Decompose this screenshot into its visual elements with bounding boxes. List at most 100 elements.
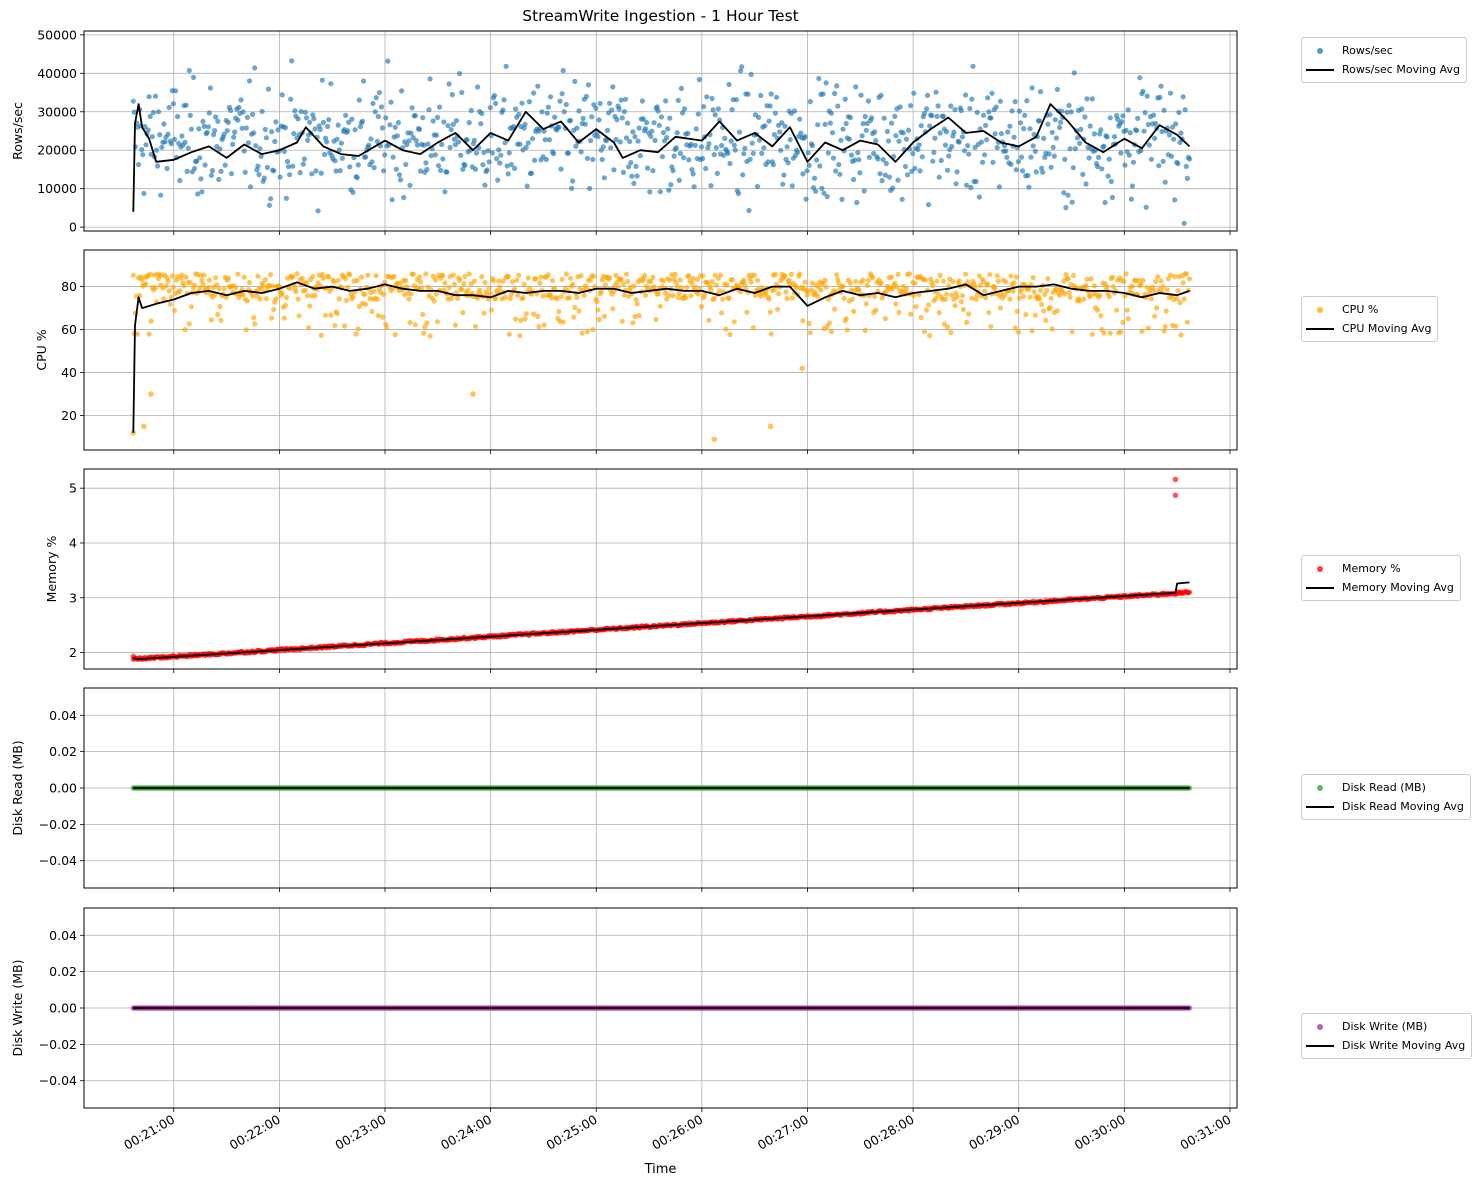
scatter-point (613, 272, 619, 278)
scatter-point (1068, 109, 1074, 115)
scatter-point (676, 290, 682, 296)
scatter-point (721, 152, 727, 158)
scatter-point (748, 71, 754, 78)
scatter-point (1067, 146, 1073, 152)
scatter-point (372, 109, 378, 115)
scatter-point (933, 89, 939, 95)
scatter-point (1048, 164, 1054, 170)
scatter-point (201, 123, 207, 129)
scatter-point (607, 275, 613, 281)
scatter-point (392, 124, 398, 130)
scatter-point (859, 133, 865, 139)
scatter-point (393, 166, 399, 172)
scatter-point (1135, 115, 1141, 121)
scatter-point (686, 157, 692, 163)
scatter-point (711, 152, 717, 158)
scatter-point (1077, 298, 1083, 304)
scatter-point (1047, 304, 1053, 311)
scatter-point (166, 288, 172, 294)
scatter-point (408, 130, 414, 136)
plot-frame (83, 687, 1238, 889)
scatter-point (931, 149, 937, 155)
scatter-point (289, 58, 295, 64)
scatter-point (185, 145, 191, 151)
scatter-point (262, 277, 268, 283)
scatter-point (279, 290, 285, 296)
scatter-point (306, 325, 312, 331)
scatter-point (239, 125, 245, 131)
scatter-point (318, 170, 324, 176)
scatter-point (1107, 330, 1113, 336)
scatter-point (1151, 288, 1157, 294)
scatter-point (479, 274, 485, 280)
scatter-point (434, 114, 441, 120)
scatter-point (943, 129, 950, 135)
scatter-point (1119, 119, 1125, 125)
scatter-point (938, 157, 944, 164)
scatter-point (356, 97, 362, 103)
scatter-point (232, 129, 238, 135)
scatter-point (186, 67, 192, 74)
scatter-point-outlier (1172, 476, 1179, 483)
scatter-point (1065, 276, 1071, 282)
scatter-point (1088, 276, 1094, 282)
scatter-point (942, 142, 949, 148)
scatter-point (653, 316, 659, 323)
scatter-point (1101, 143, 1107, 149)
scatter-point (1158, 83, 1164, 89)
scatter-point (403, 278, 409, 284)
scatter-point (862, 113, 868, 120)
scatter-point (982, 288, 988, 294)
scatter-point (731, 142, 737, 148)
scatter-point (236, 104, 242, 111)
scatter-point (423, 160, 429, 166)
scatter-point (397, 177, 404, 183)
scatter-point (1016, 295, 1023, 301)
scatter-point (255, 273, 261, 279)
scatter-point (696, 77, 703, 83)
scatter-point (205, 124, 211, 130)
scatter-point (1137, 75, 1143, 81)
scatter-point (1022, 112, 1028, 118)
scatter-point (974, 292, 980, 298)
scatter-point (601, 313, 607, 319)
scatter-point (986, 309, 992, 316)
scatter-point (704, 94, 710, 100)
scatter-point (773, 94, 780, 100)
scatter-point (611, 289, 617, 295)
scatter-point (726, 295, 732, 301)
scatter-point (1032, 148, 1038, 154)
scatter-point (374, 138, 380, 145)
scatter-point (779, 120, 785, 126)
scatter-point (908, 311, 914, 317)
scatter-point (800, 318, 806, 324)
scatter-point (754, 277, 761, 283)
scatter-point (1178, 332, 1184, 338)
scatter-point (305, 137, 311, 143)
y-tick-label: −0.02 (39, 817, 77, 832)
scatter-point (1039, 301, 1045, 307)
scatter-point (187, 112, 193, 118)
scatter-point (964, 319, 970, 325)
scatter-point (1048, 295, 1054, 301)
scatter-point (486, 159, 492, 165)
scatter-point (952, 303, 958, 309)
scatter-point (545, 104, 552, 110)
scatter-point (755, 114, 762, 120)
scatter-point (542, 137, 548, 143)
scatter-point (307, 303, 313, 309)
scatter-point (434, 319, 441, 325)
scatter-point (631, 283, 637, 289)
scatter-point (843, 120, 849, 127)
scatter-point (481, 149, 487, 155)
scatter-point (1017, 120, 1024, 126)
scatter-point (1029, 85, 1035, 91)
scatter-point (995, 278, 1001, 284)
scatter-point (700, 155, 706, 162)
scatter-point (357, 124, 363, 130)
scatter-point (360, 78, 367, 84)
scatter-point (269, 129, 275, 135)
scatter-point (648, 133, 654, 139)
scatter-point (218, 168, 224, 174)
scatter-point (873, 307, 879, 313)
